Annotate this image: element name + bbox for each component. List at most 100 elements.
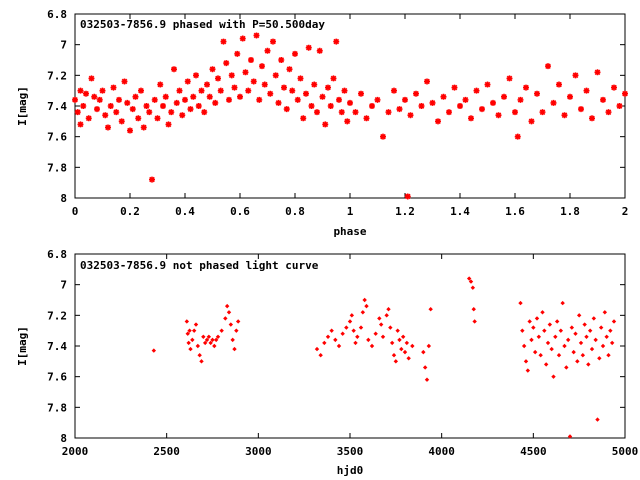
data-point <box>198 87 205 94</box>
data-point <box>520 328 525 333</box>
phased-xtick-label: 0 <box>72 205 79 218</box>
data-point <box>366 337 371 343</box>
data-point <box>179 112 186 119</box>
data-point <box>369 103 375 109</box>
data-point <box>157 81 164 88</box>
data-point <box>514 133 521 140</box>
data-point <box>201 109 208 116</box>
data-point <box>186 340 191 346</box>
data-point <box>311 81 318 88</box>
data-point <box>325 334 331 339</box>
data-point <box>391 353 397 358</box>
data-point <box>532 349 538 355</box>
data-point <box>297 75 304 82</box>
data-point <box>199 359 204 364</box>
data-point <box>286 66 293 73</box>
data-point <box>565 337 571 343</box>
data-point <box>523 359 529 364</box>
data-point <box>329 328 334 333</box>
data-point <box>490 99 496 106</box>
data-point <box>184 319 190 324</box>
unphased-ytick-label: 7.4 <box>47 340 67 353</box>
unphased-ytick-label: 7.8 <box>47 401 67 414</box>
data-point <box>580 353 586 358</box>
data-point <box>281 84 287 91</box>
data-point <box>597 356 602 361</box>
data-point <box>528 118 535 125</box>
data-point <box>550 99 557 106</box>
data-point <box>531 325 536 330</box>
data-point <box>204 81 210 88</box>
phased-ytick-label: 7 <box>60 39 67 52</box>
data-point <box>556 81 562 88</box>
data-point <box>333 337 338 343</box>
data-point <box>347 99 353 106</box>
phased-xtick-label: 0.8 <box>285 205 305 218</box>
data-point <box>283 106 290 113</box>
data-point <box>611 319 617 324</box>
phased-plot-points <box>72 32 628 200</box>
data-point <box>215 75 221 82</box>
data-point <box>402 96 408 103</box>
data-point <box>457 103 463 109</box>
data-point <box>322 121 329 128</box>
data-point <box>209 66 216 73</box>
data-point <box>479 106 485 113</box>
unphased-xtick-label: 2500 <box>153 445 180 458</box>
data-point <box>506 75 513 82</box>
data-point <box>608 328 613 333</box>
data-point <box>578 340 584 346</box>
data-point <box>272 72 279 79</box>
data-point <box>191 328 197 333</box>
data-point <box>399 346 404 352</box>
data-point <box>484 81 491 88</box>
data-point <box>406 356 411 361</box>
data-point <box>208 340 213 346</box>
phased-ytick-label: 7.6 <box>47 131 67 144</box>
data-point <box>576 313 582 318</box>
data-point <box>234 50 241 57</box>
data-point <box>622 90 628 97</box>
unphased-plot-panel: 2000 2500 3000 3500 4000 4500 5000 6.8 7 7.2 7.4 7.… <box>16 248 638 477</box>
data-point <box>289 87 296 94</box>
data-point <box>187 106 194 113</box>
unphased-plot-points <box>151 276 617 439</box>
data-point <box>534 316 540 321</box>
data-point <box>224 303 230 309</box>
data-point <box>242 69 249 76</box>
data-point <box>182 96 188 103</box>
phased-xtick-label: 0.6 <box>230 205 250 218</box>
data-point <box>259 63 265 70</box>
data-point <box>206 334 212 339</box>
data-point <box>501 93 507 100</box>
data-point <box>99 87 106 94</box>
data-point <box>518 300 523 306</box>
data-point <box>573 331 578 336</box>
unphased-ytick-label: 7.6 <box>47 371 67 384</box>
data-point <box>525 368 531 373</box>
data-point <box>543 362 549 367</box>
data-point <box>316 47 323 54</box>
data-point <box>349 313 355 318</box>
unphased-xtick-label: 4000 <box>428 445 455 458</box>
data-point <box>605 109 612 116</box>
data-point <box>393 359 399 364</box>
data-point <box>418 103 425 109</box>
data-point <box>364 303 369 309</box>
data-point <box>127 127 133 134</box>
data-point <box>168 109 175 116</box>
data-point <box>212 343 217 349</box>
data-point <box>495 112 502 119</box>
unphased-xtick-label: 3500 <box>337 445 364 458</box>
data-point <box>413 90 419 97</box>
data-point <box>551 374 556 379</box>
unphased-plot-ylabel: I[mag] <box>16 326 29 366</box>
data-point <box>261 81 268 88</box>
data-point <box>336 343 342 349</box>
data-point <box>154 115 161 122</box>
data-point <box>146 109 153 116</box>
data-point <box>536 334 542 339</box>
data-point <box>77 121 84 128</box>
data-point <box>564 365 569 370</box>
